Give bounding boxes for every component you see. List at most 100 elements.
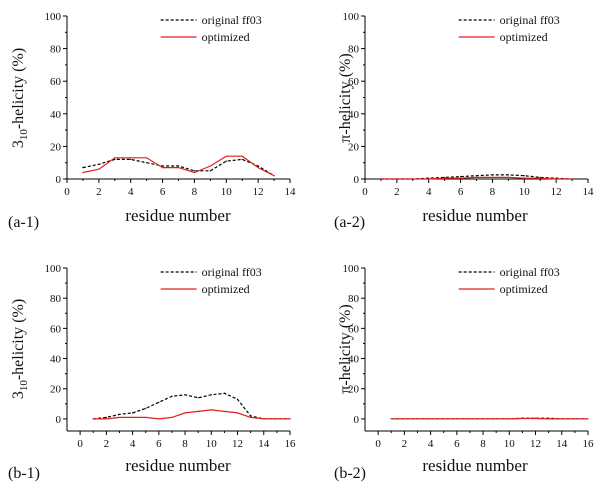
data-point-optimized (114, 157, 116, 159)
x-tick-label: 2 (402, 438, 408, 450)
y-tick-label: 40 (50, 109, 62, 121)
data-point-optimized (158, 418, 160, 420)
y-tick-label: 20 (348, 141, 360, 153)
x-tick-label: 4 (428, 438, 434, 450)
x-tick-label: 16 (583, 438, 595, 450)
data-point-original-ff03 (145, 407, 147, 409)
data-point-optimized (225, 155, 227, 157)
data-point-optimized (197, 410, 199, 412)
series-line-optimized (93, 409, 290, 420)
data-point-optimized (491, 176, 494, 178)
data-point-original-ff03 (161, 165, 164, 167)
y-tick-label: 80 (50, 293, 62, 305)
panel-label: (a-2) (334, 214, 365, 231)
y-tick-label: 0 (354, 174, 360, 186)
data-point-optimized (161, 166, 164, 169)
data-point-original-ff03 (523, 175, 525, 177)
x-axis-label: residue number (422, 206, 528, 225)
y-tick-label: 80 (348, 293, 360, 305)
data-point-original-ff03 (197, 397, 199, 399)
y-tick-label: 20 (50, 141, 62, 153)
data-point-optimized (403, 418, 405, 420)
legend-label-original: original ff03 (202, 265, 262, 279)
data-point-optimized (184, 412, 186, 414)
y-axis-label: 310-helicity (%) (10, 48, 30, 148)
data-point-optimized (574, 418, 576, 420)
data-point-optimized (276, 418, 278, 420)
y-tick-label: 80 (50, 44, 62, 56)
y-tick-label: 60 (348, 323, 360, 335)
data-point-original-ff03 (177, 165, 180, 167)
legend-label-original: original ff03 (202, 13, 262, 27)
data-point-original-ff03 (459, 175, 462, 178)
data-point-optimized (105, 418, 107, 420)
y-axis-label: π-helicity (%) (337, 53, 354, 142)
data-point-optimized (443, 418, 445, 420)
x-tick-label: 10 (504, 438, 516, 450)
data-point-optimized (482, 418, 484, 420)
data-point-optimized (273, 175, 275, 177)
legend-label-original: original ff03 (500, 265, 560, 279)
data-point-original-ff03 (223, 392, 226, 394)
data-point-original-ff03 (130, 158, 132, 161)
x-tick-label: 6 (160, 186, 166, 198)
y-tick-label: 40 (50, 354, 62, 366)
data-point-original-ff03 (158, 401, 160, 403)
data-point-optimized (145, 416, 147, 419)
data-point-original-ff03 (146, 162, 148, 164)
chart-panel-2: 0 20 40 60 80 100 0 2 4 6 8 10 12 14 original ff03 opti… (334, 11, 594, 231)
data-point-optimized (539, 177, 541, 179)
panel-label: (a-1) (8, 214, 39, 231)
y-axis-label: 310-helicity (%) (10, 299, 30, 399)
data-point-optimized (289, 418, 291, 420)
y-tick-label: 80 (348, 44, 360, 56)
x-tick-label: 0 (77, 438, 83, 450)
data-point-optimized (495, 418, 497, 420)
legend-label-original: original ff03 (500, 13, 560, 27)
data-point-optimized (548, 418, 550, 420)
data-point-optimized (130, 157, 132, 159)
data-point-optimized (587, 418, 589, 420)
data-point-optimized (380, 178, 382, 180)
data-point-optimized (459, 177, 462, 179)
y-tick-label: 20 (50, 384, 62, 396)
data-point-optimized (98, 168, 100, 170)
data-point-optimized (428, 178, 430, 180)
y-tick-label: 100 (45, 11, 62, 23)
data-point-original-ff03 (491, 174, 494, 176)
x-tick-label: 8 (182, 438, 188, 450)
legend-label-optimized: optimized (500, 282, 548, 296)
x-tick-label: 10 (519, 186, 531, 198)
data-point-optimized (444, 177, 446, 179)
data-point-original-ff03 (118, 413, 121, 415)
data-point-original-ff03 (250, 415, 252, 417)
y-tick-label: 0 (56, 174, 62, 186)
x-tick-label: 8 (480, 438, 486, 450)
data-point-optimized (250, 416, 252, 419)
data-point-optimized (521, 417, 524, 420)
data-point-original-ff03 (210, 394, 212, 396)
x-tick-label: 14 (285, 186, 297, 198)
data-point-original-ff03 (236, 398, 239, 400)
x-tick-label: 6 (156, 438, 162, 450)
data-point-optimized (257, 166, 259, 169)
x-tick-label: 8 (192, 186, 198, 198)
data-point-optimized (561, 418, 563, 420)
y-tick-label: 0 (56, 414, 62, 426)
data-point-original-ff03 (475, 175, 478, 177)
x-tick-label: 2 (394, 186, 400, 198)
y-tick-label: 100 (45, 263, 62, 275)
x-tick-label: 10 (221, 186, 233, 198)
data-point-original-ff03 (184, 394, 186, 396)
y-tick-label: 100 (343, 263, 360, 275)
x-tick-label: 12 (551, 186, 562, 198)
x-axis-label: residue number (125, 456, 231, 475)
data-point-optimized (508, 418, 510, 420)
data-point-optimized (396, 178, 398, 180)
y-tick-label: 60 (348, 76, 360, 88)
series-line-original-ff03 (93, 392, 290, 420)
data-point-optimized (118, 416, 121, 419)
data-point-original-ff03 (98, 163, 100, 165)
data-point-optimized (555, 178, 557, 180)
data-point-original-ff03 (193, 170, 196, 172)
